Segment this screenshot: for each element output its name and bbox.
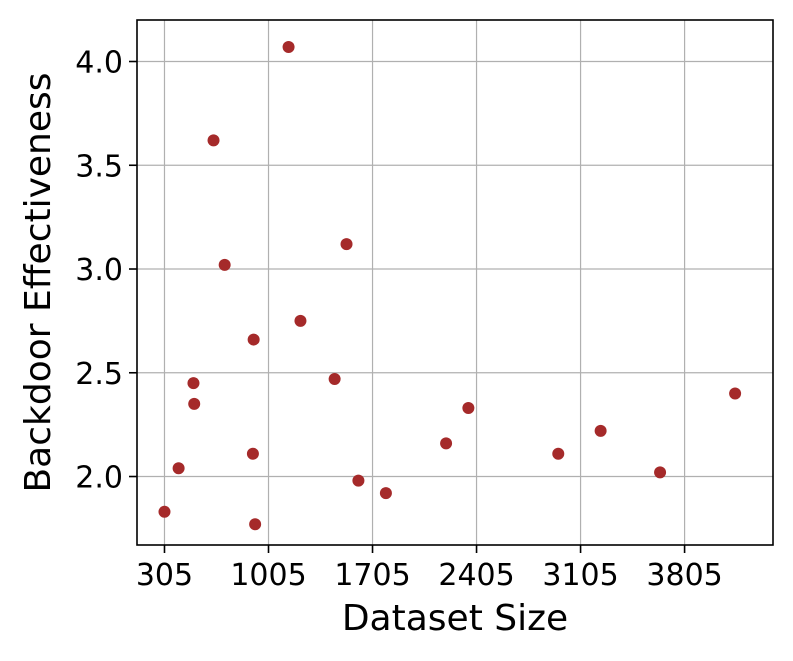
y-tick-label: 3.5 <box>75 149 123 184</box>
data-point <box>218 258 231 271</box>
axis-ticks: 305 1005 1705 2405 3105 3805 2.0 2.5 3.0 3.5 4.0 <box>75 46 722 593</box>
data-point <box>594 424 607 437</box>
y-tick-label: 4.0 <box>75 46 123 81</box>
data-point <box>187 377 200 390</box>
data-point <box>158 505 171 518</box>
data-point <box>294 314 307 327</box>
x-axis-label: Dataset Size <box>342 598 568 639</box>
data-point <box>379 487 392 500</box>
data-point <box>440 437 453 450</box>
data-point <box>729 387 742 400</box>
plot-frame <box>136 19 774 546</box>
data-point <box>249 518 262 531</box>
x-tick-label: 2405 <box>438 558 514 593</box>
data-point <box>462 402 475 415</box>
data-point <box>282 40 295 53</box>
y-tick-label: 3.0 <box>75 253 123 288</box>
grid-lines <box>137 20 773 545</box>
data-point <box>207 134 220 147</box>
data-point <box>172 462 185 475</box>
data-point <box>188 397 201 410</box>
data-point <box>654 466 667 479</box>
data-point <box>552 447 565 460</box>
data-point <box>328 372 341 385</box>
x-tick-label: 305 <box>136 558 193 593</box>
y-axis-label: Backdoor Effectiveness <box>18 72 59 492</box>
y-tick-label: 2.0 <box>75 461 123 496</box>
data-point <box>352 474 365 487</box>
data-point <box>340 238 353 251</box>
x-tick-label: 3105 <box>542 558 618 593</box>
y-tick-label: 2.5 <box>75 357 123 392</box>
data-point <box>246 447 259 460</box>
data-point <box>247 333 260 346</box>
x-tick-label: 1005 <box>230 558 306 593</box>
x-tick-label: 1705 <box>334 558 410 593</box>
data-points <box>158 40 742 531</box>
x-tick-label: 3805 <box>646 558 722 593</box>
